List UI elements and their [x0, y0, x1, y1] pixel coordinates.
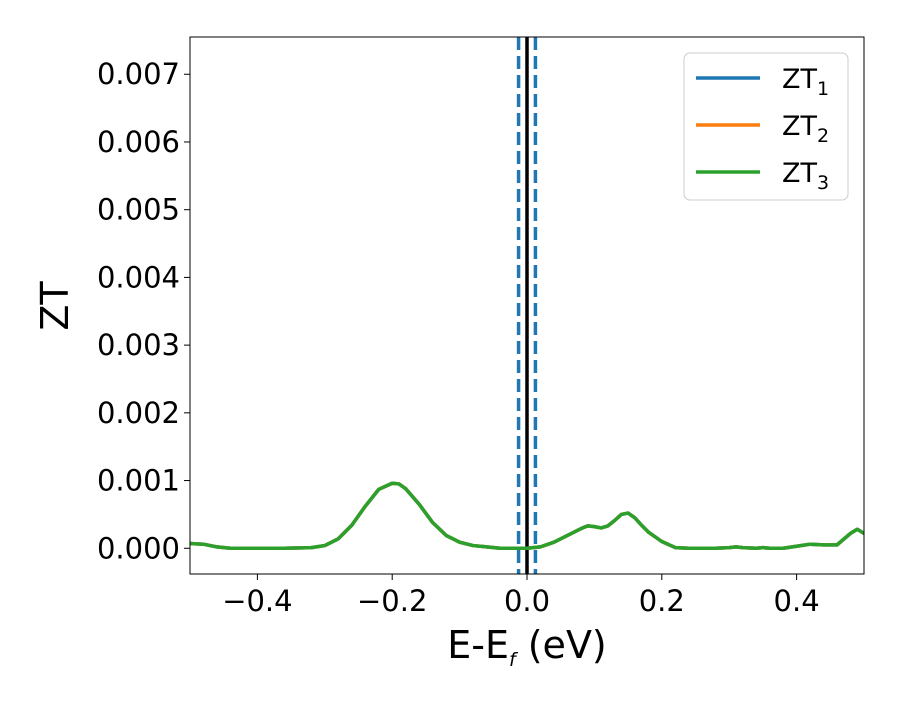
y-tick-label: 0.003	[97, 328, 180, 362]
y-axis-label: ZT	[33, 281, 77, 331]
legend-label-main: ZT	[782, 64, 817, 95]
x-axis-label-main: E-E	[447, 623, 509, 667]
x-axis-label-subscript: f	[509, 649, 519, 671]
y-tick-label: 0.006	[97, 125, 180, 159]
y-axis-ticks: 0.000 0.001 0.002 0.003 0.004 0.005 0.006 0.007	[97, 57, 190, 565]
legend-label-zt3: ZT3	[782, 158, 829, 194]
y-tick-label: 0.007	[97, 57, 180, 91]
y-tick-label: 0.000	[97, 531, 180, 565]
legend-label-subscript: 2	[817, 125, 829, 147]
x-axis-label-unit: (eV)	[516, 623, 607, 667]
y-tick-label: 0.005	[97, 193, 180, 227]
x-tick-label: 0.4	[774, 584, 820, 618]
legend-label-main: ZT	[782, 111, 817, 142]
legend-box	[683, 52, 849, 201]
x-tick-label: 0.2	[639, 584, 685, 618]
x-tick-label: −0.4	[222, 584, 292, 618]
series-line-zt3	[190, 481, 864, 551]
y-tick-label: 0.001	[97, 464, 180, 498]
y-tick-label: 0.002	[97, 396, 180, 430]
x-tick-label: −0.2	[357, 584, 427, 618]
x-axis-label: E-Ef (eV)	[447, 623, 607, 671]
legend-label-zt2: ZT2	[782, 111, 829, 147]
legend-label-subscript: 3	[817, 172, 829, 194]
series-layer	[190, 481, 864, 551]
legend-label-zt1: ZT1	[782, 64, 829, 100]
legend-label-subscript: 1	[817, 78, 829, 100]
x-tick-label: 0.0	[504, 584, 550, 618]
reference-lines	[516, 37, 538, 574]
legend-label-main: ZT	[782, 158, 817, 189]
x-axis-ticks: −0.4 −0.2 0.0 0.2 0.4	[222, 574, 820, 618]
y-tick-label: 0.004	[97, 260, 180, 294]
